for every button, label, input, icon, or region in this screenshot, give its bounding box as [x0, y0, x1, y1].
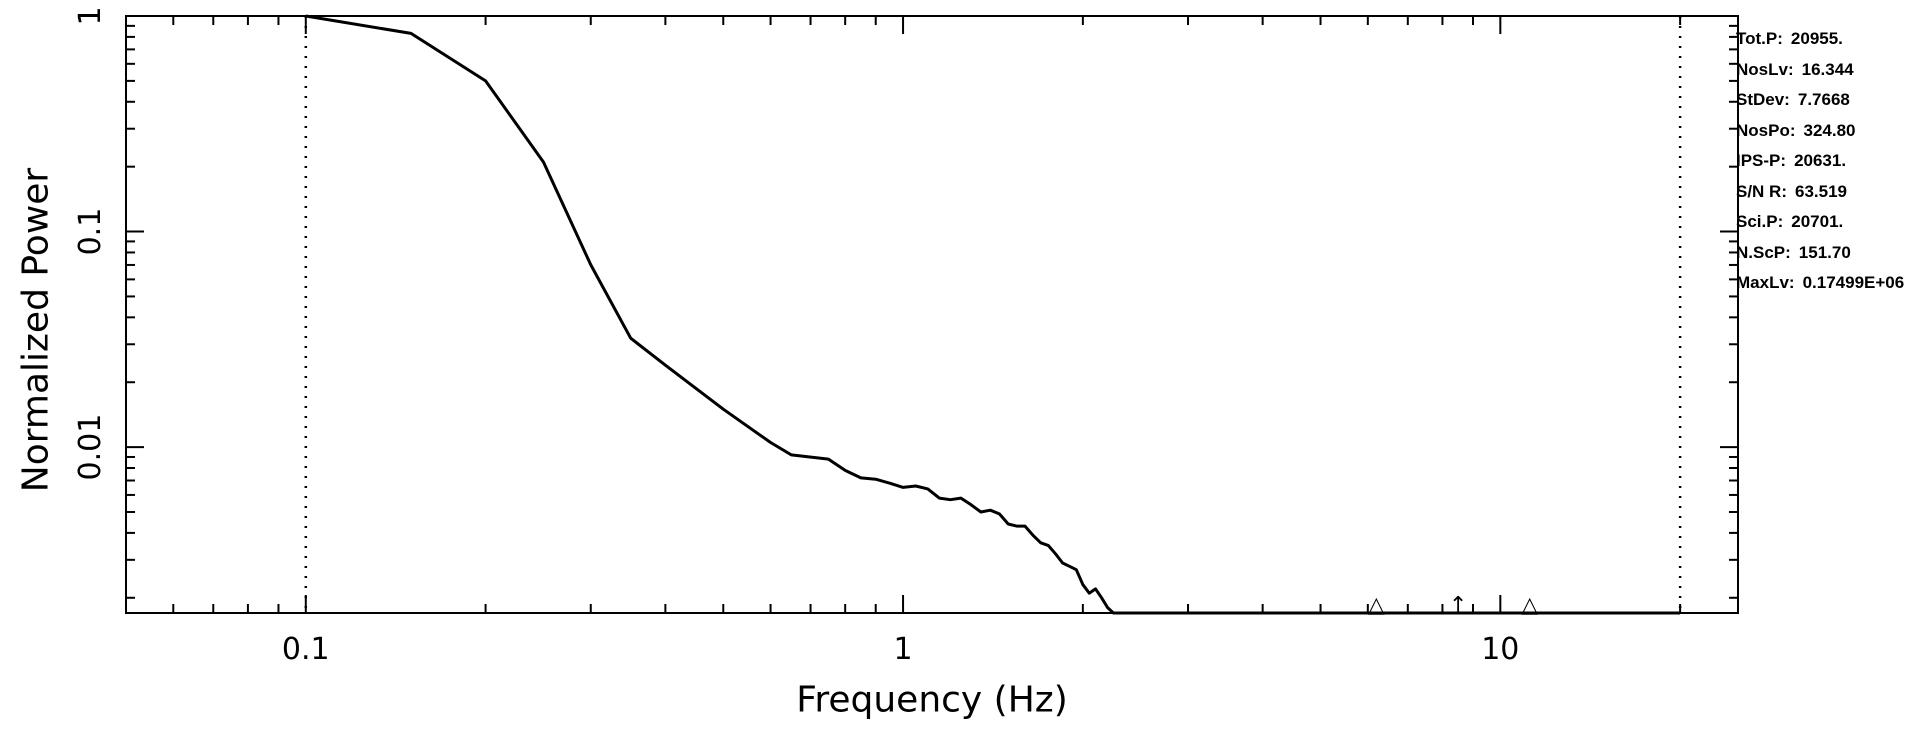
stat-value: 20701.	[1791, 212, 1844, 231]
stat-value: 20955.	[1790, 29, 1843, 48]
power-spectrum-line	[305, 14, 1681, 615]
stat-key: StDev:	[1736, 90, 1790, 109]
stat-value: 324.80	[1803, 120, 1856, 140]
dotted-line-group	[304, 16, 1682, 613]
stat-row: MaxLv: 0.17499E+06	[1736, 268, 1932, 299]
axis-marker: ↑	[1449, 593, 1467, 618]
x-tick-label: 10	[1481, 632, 1519, 667]
stat-key: NosLv:	[1736, 59, 1794, 79]
stat-key: Tot.P:	[1736, 29, 1783, 48]
stat-key: S/N R:	[1736, 181, 1787, 201]
y-tick-label: 0.1	[73, 208, 108, 256]
axis-marker: △	[1368, 593, 1385, 618]
stat-row: S/N R: 63.519	[1736, 177, 1932, 208]
axis-marker: △	[1521, 593, 1538, 618]
x-tick-label: 0.1	[282, 632, 330, 667]
stat-key: IPS-P:	[1736, 151, 1787, 170]
stat-row: NosPo: 324.80	[1736, 116, 1932, 147]
stat-value: 151.70	[1798, 242, 1851, 262]
stat-value: 0.17499E+06	[1802, 273, 1905, 292]
stat-row: Tot.P: 20955.	[1736, 24, 1932, 55]
stat-key: MaxLv:	[1736, 273, 1795, 292]
stats-panel: Tot.P: 20955. NosLv: 16.344 StDev: 7.7668 N…	[1736, 24, 1932, 299]
stat-value: 16.344	[1801, 59, 1854, 79]
y-tick-label: 1	[73, 6, 108, 25]
x-tick-label: 1	[894, 632, 913, 667]
minor-tick-group	[125, 16, 1738, 613]
stat-row: N.ScP: 151.70	[1736, 238, 1932, 269]
stat-value: 63.519	[1795, 181, 1847, 201]
stat-key: NosPo:	[1736, 120, 1796, 140]
y-tick-label: 0.01	[73, 414, 108, 481]
stat-row: NosLv: 16.344	[1736, 55, 1932, 86]
stat-value: 20631.	[1794, 151, 1847, 170]
stat-row: Sci.P: 20701.	[1736, 207, 1932, 238]
major-tick-group	[126, 15, 1738, 613]
stat-key: Sci.P:	[1736, 212, 1784, 231]
y-axis-label: Normalized Power	[15, 167, 57, 493]
tick-label-group: 0.1 1 10 1 0.1 0.01	[73, 6, 1519, 667]
stat-key: N.ScP:	[1736, 242, 1791, 262]
plot-frame	[125, 15, 1739, 614]
marker-group: △ ↑ △	[1368, 593, 1538, 618]
stat-value: 7.7668	[1797, 90, 1850, 109]
stat-row: StDev: 7.7668	[1736, 85, 1932, 116]
stat-row: IPS-P: 20631.	[1736, 146, 1932, 177]
x-axis-label: Frequency (Hz)	[796, 679, 1068, 721]
